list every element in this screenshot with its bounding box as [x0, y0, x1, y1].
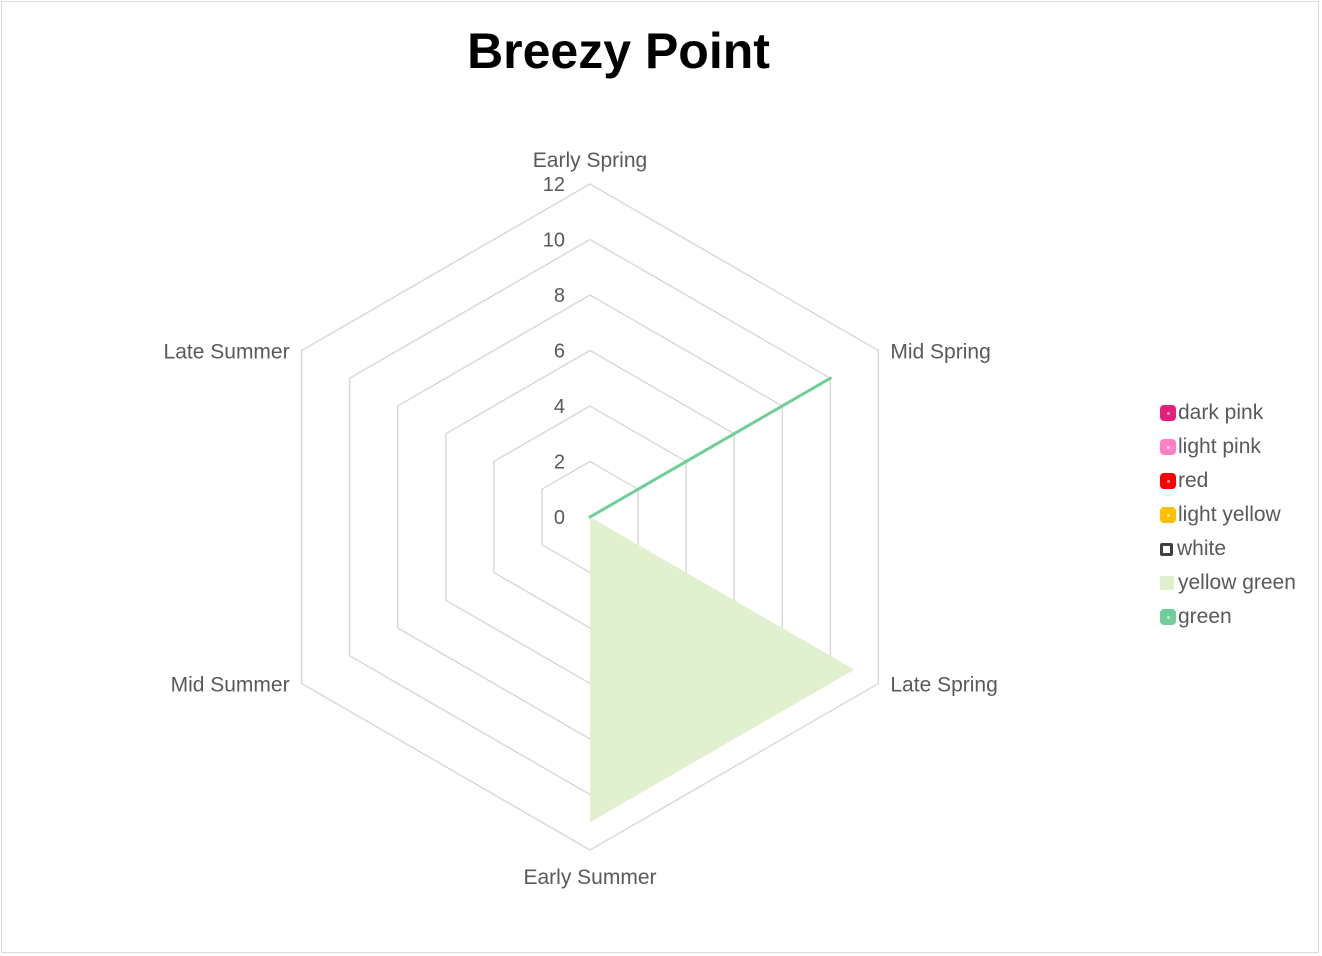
legend-label-red: red [1178, 469, 1209, 492]
legend-item-white: white [1160, 532, 1296, 566]
tick-label-2: 2 [554, 452, 565, 474]
legend-item-red: red [1160, 464, 1296, 498]
legend-swatch-light-yellow [1160, 507, 1176, 523]
chart-title: Breezy Point [467, 23, 770, 79]
legend-label-white: white [1177, 537, 1227, 560]
tick-label-10: 10 [543, 230, 565, 252]
category-label-mid-spring: Mid Spring [890, 341, 990, 364]
legend-swatch-white [1160, 542, 1173, 556]
legend-swatch-yellow-green [1160, 576, 1174, 590]
legend: dark pink light pink red light yellow white y… [1160, 396, 1296, 634]
tick-label-8: 8 [554, 285, 565, 307]
legend-label-green: green [1178, 605, 1232, 628]
category-label-late-summer: Late Summer [164, 341, 290, 364]
tick-label-4: 4 [554, 396, 565, 418]
legend-item-dark-pink: dark pink [1160, 396, 1296, 430]
category-label-late-spring: Late Spring [890, 674, 997, 697]
legend-item-yellow-green: yellow green [1160, 566, 1296, 600]
series-area-yellow-green [590, 517, 855, 823]
tick-label-6: 6 [554, 341, 565, 363]
legend-label-yellow-green: yellow green [1178, 571, 1296, 594]
legend-swatch-green [1160, 609, 1176, 625]
category-label-early-spring: Early Spring [533, 149, 647, 172]
legend-label-light-pink: light pink [1178, 435, 1261, 458]
category-label-mid-summer: Mid Summer [171, 674, 290, 697]
legend-label-light-yellow: light yellow [1178, 503, 1281, 526]
series-line-green [588, 376, 832, 519]
tick-label-12: 12 [543, 174, 565, 196]
legend-item-light-yellow: light yellow [1160, 498, 1296, 532]
tick-label-0: 0 [554, 507, 565, 529]
legend-item-green: green [1160, 600, 1296, 634]
grid-ring-12 [300, 183, 880, 851]
legend-label-dark-pink: dark pink [1178, 401, 1264, 424]
legend-swatch-dark-pink [1160, 405, 1176, 421]
category-label-early-summer: Early Summer [523, 866, 656, 889]
legend-swatch-light-pink [1160, 439, 1176, 455]
legend-swatch-red [1160, 473, 1176, 489]
legend-item-light-pink: light pink [1160, 430, 1296, 464]
radar-series [588, 376, 855, 823]
